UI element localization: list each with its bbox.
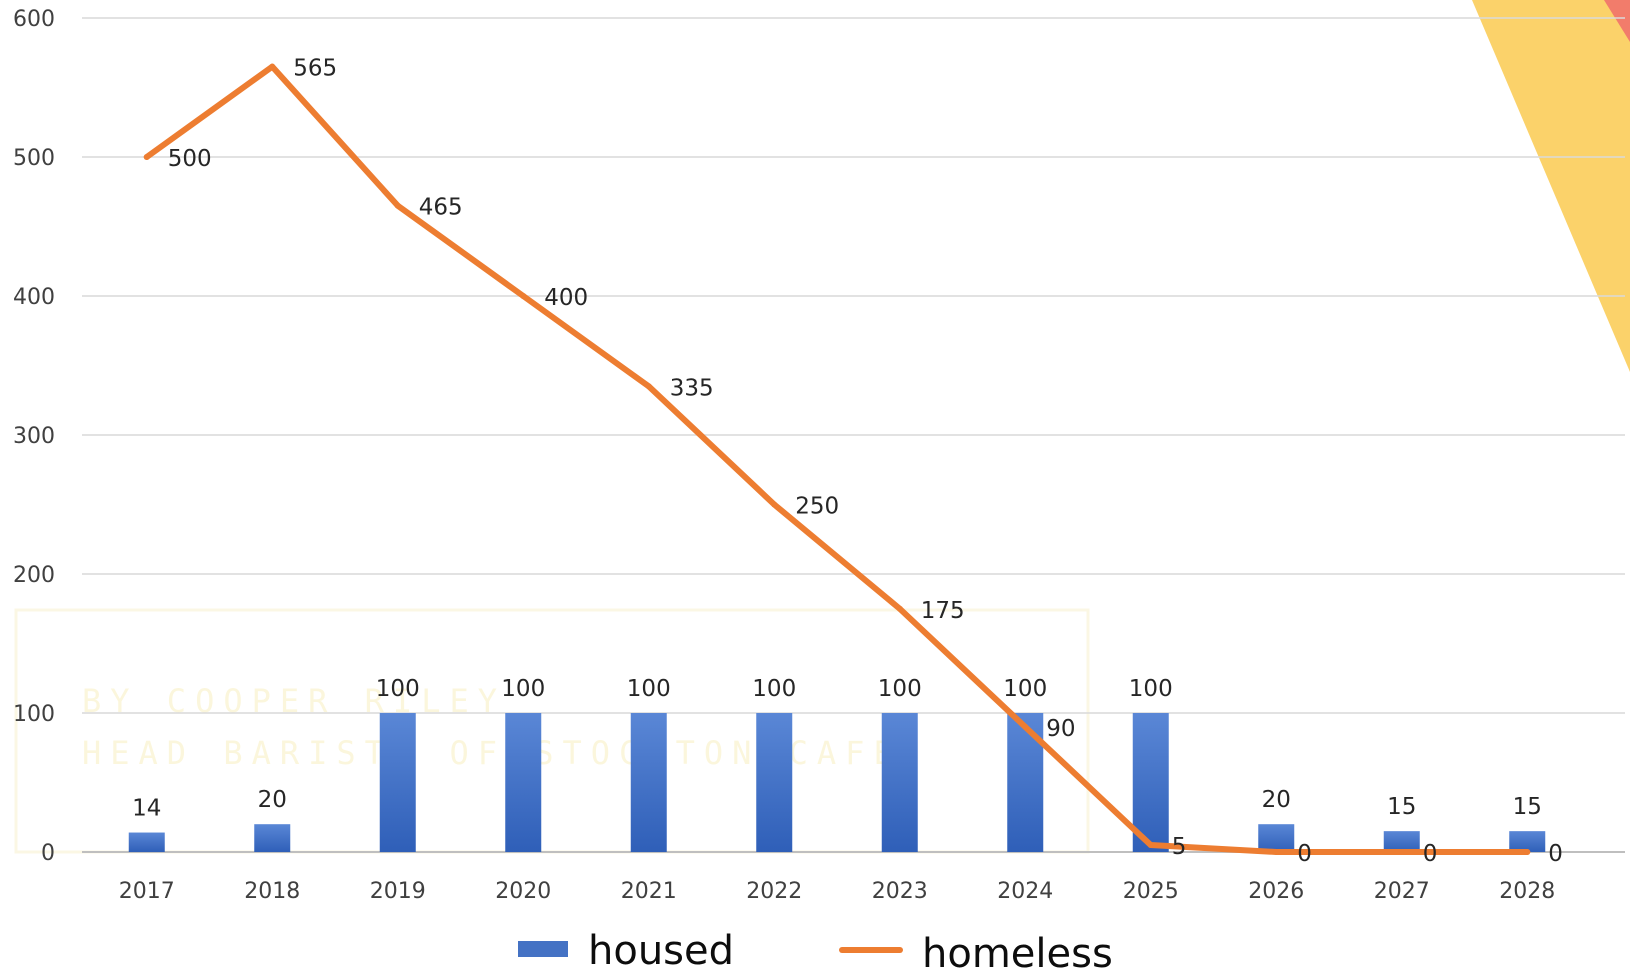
legend: housed homeless xyxy=(518,928,1113,973)
bar-housed-2018 xyxy=(254,824,291,852)
data-label-homeless: 0 xyxy=(1423,841,1438,867)
x-tick-label: 2026 xyxy=(1248,879,1304,904)
bar-housed-2028 xyxy=(1509,831,1546,852)
data-label-housed: 20 xyxy=(258,787,287,813)
data-label-housed: 100 xyxy=(1129,676,1173,702)
data-label-housed: 15 xyxy=(1513,794,1542,820)
bar-housed-2022 xyxy=(756,713,793,852)
data-label-housed: 100 xyxy=(1003,676,1047,702)
x-tick-label: 2024 xyxy=(997,879,1053,904)
data-label-homeless: 400 xyxy=(544,285,588,311)
data-label-homeless: 175 xyxy=(921,598,965,624)
data-label-homeless: 0 xyxy=(1548,841,1563,867)
point-homeless-2022 xyxy=(771,501,778,508)
y-tick-label: 0 xyxy=(41,841,55,866)
y-tick-label: 500 xyxy=(13,146,55,171)
bar-housed-2023 xyxy=(881,713,918,852)
data-label-homeless: 5 xyxy=(1172,834,1187,860)
data-label-housed: 100 xyxy=(376,676,420,702)
point-homeless-2026 xyxy=(1273,849,1280,855)
bar-housed-2021 xyxy=(630,713,667,852)
data-label-homeless: 465 xyxy=(419,195,463,221)
data-label-housed: 100 xyxy=(501,676,545,702)
x-tick-label: 2020 xyxy=(495,879,551,904)
bar-housed-2024 xyxy=(1007,713,1044,852)
bar-housed-2020 xyxy=(505,713,542,852)
x-tick-label: 2019 xyxy=(370,879,426,904)
bar-housed-2019 xyxy=(379,713,416,852)
data-label-housed: 100 xyxy=(878,676,922,702)
point-homeless-2023 xyxy=(896,605,903,612)
watermark-frame xyxy=(14,608,1090,854)
data-label-housed: 100 xyxy=(752,676,796,702)
data-label-housed: 100 xyxy=(627,676,671,702)
point-homeless-2024 xyxy=(1022,723,1029,730)
data-label-housed: 14 xyxy=(132,796,161,822)
x-tick-label: 2025 xyxy=(1123,879,1179,904)
data-label-housed: 15 xyxy=(1387,794,1416,820)
y-tick-label: 200 xyxy=(13,563,55,588)
x-axis: 2017 2018 2019 2020 2021 2022 2023 2024 2025 2026… xyxy=(82,851,1625,904)
legend-label-housed: housed xyxy=(588,928,734,973)
point-homeless-2019 xyxy=(394,202,401,209)
deco-yellow-stripe xyxy=(1472,0,1630,372)
point-homeless-2025 xyxy=(1147,842,1154,849)
x-tick-label: 2023 xyxy=(872,879,928,904)
y-tick-label: 100 xyxy=(13,702,55,727)
watermark: BY COOPER RILEY HEAD BARISTA OF STOCKTON… xyxy=(14,608,1090,854)
x-tick-label: 2022 xyxy=(746,879,802,904)
homeless-line xyxy=(143,63,1531,855)
x-tick-label: 2028 xyxy=(1499,879,1555,904)
x-tick-label: 2021 xyxy=(621,879,677,904)
homeless-line-series xyxy=(143,63,1531,855)
x-tick-label: 2018 xyxy=(244,879,300,904)
y-gridlines xyxy=(82,17,1625,853)
point-homeless-2018 xyxy=(269,63,276,70)
bar-housed-2025 xyxy=(1132,713,1169,852)
point-homeless-2027 xyxy=(1398,849,1405,855)
bar-housed-2017 xyxy=(128,832,165,852)
bar-housed-2026 xyxy=(1258,824,1295,852)
bar-housed-2027 xyxy=(1383,831,1420,852)
data-label-homeless: 500 xyxy=(168,146,212,172)
point-homeless-2021 xyxy=(645,383,652,390)
housed-bars xyxy=(128,713,1546,852)
x-tick-label: 2027 xyxy=(1374,879,1430,904)
corner-decoration xyxy=(1472,0,1630,372)
data-label-homeless: 90 xyxy=(1046,716,1075,742)
data-label-housed: 20 xyxy=(1262,787,1291,813)
y-tick-label: 300 xyxy=(13,424,55,449)
y-axis: 0 100 200 300 400 500 600 xyxy=(13,7,55,866)
point-homeless-2017 xyxy=(143,154,150,160)
point-homeless-2020 xyxy=(520,293,527,299)
data-label-homeless: 250 xyxy=(795,494,839,520)
watermark-line1: BY COOPER RILEY xyxy=(82,682,506,720)
data-label-homeless: 565 xyxy=(293,56,337,82)
y-tick-label: 400 xyxy=(13,285,55,310)
data-label-homeless: 335 xyxy=(670,375,714,401)
deco-red-stripe xyxy=(1604,0,1630,42)
legend-swatch-housed xyxy=(518,941,568,957)
legend-label-homeless: homeless xyxy=(922,931,1113,973)
x-tick-label: 2017 xyxy=(119,879,175,904)
y-tick-label: 600 xyxy=(13,7,55,32)
data-label-homeless: 0 xyxy=(1297,841,1312,867)
point-homeless-2028 xyxy=(1524,849,1531,855)
